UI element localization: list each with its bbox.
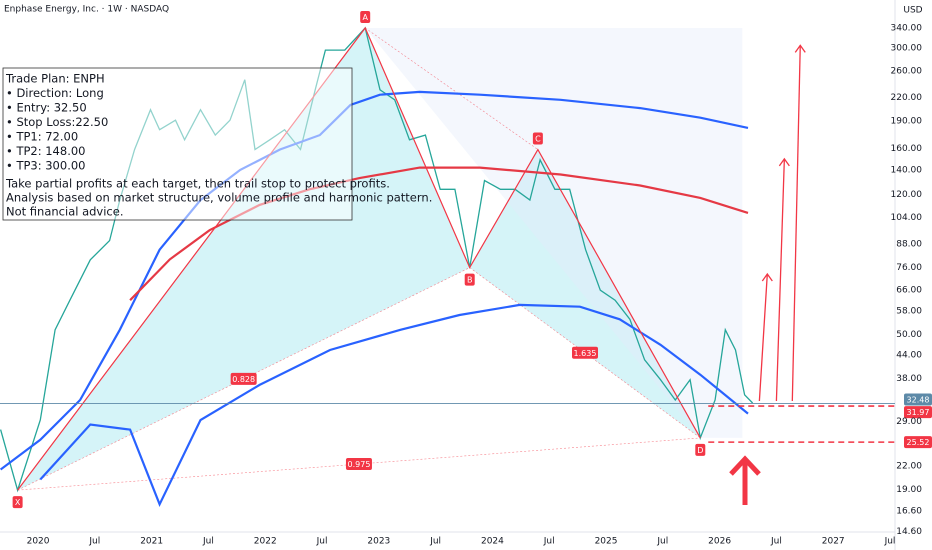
trade-plan-line: • TP2: 148.00: [6, 144, 85, 158]
entry-arrow: [729, 455, 761, 505]
x-tick-label: Jul: [202, 537, 214, 547]
currency: USD: [903, 6, 922, 16]
pattern-badge: [360, 10, 371, 23]
chart-title: Enphase Energy, Inc. · 1W · NASDAQ: [4, 5, 169, 15]
ratio-label: 0.975: [348, 460, 371, 469]
x-tick-label: 2023: [367, 537, 390, 547]
x-tick-label: Jul: [656, 537, 668, 547]
price-badge: [904, 436, 932, 449]
moving-average: [39, 303, 749, 508]
arrow-head: [794, 44, 806, 53]
y-tick-label: 38.00: [896, 374, 922, 384]
y-tick-label: 58.00: [896, 306, 922, 316]
ratio-label: 0.828: [232, 375, 255, 384]
x-tick-label: 2025: [595, 537, 618, 547]
x-tick-label: Jul: [543, 537, 555, 547]
x-tick-label: 2026: [708, 537, 731, 547]
arrow-head: [761, 272, 773, 282]
pattern-label: C: [535, 135, 541, 144]
trade-plan-line: • Stop Loss:22.50: [6, 115, 108, 129]
y-tick-label: 19.00: [896, 485, 922, 495]
price-badge: [904, 393, 932, 406]
y-tick-label: 66.00: [896, 286, 922, 296]
ratio-badge: [572, 346, 599, 359]
x-tick-label: Jul: [429, 537, 441, 547]
y-tick-label: 340.00: [891, 23, 923, 33]
pattern-label: B: [467, 276, 473, 285]
y-tick-label: 190.00: [891, 117, 923, 127]
pattern-badge: [532, 132, 543, 145]
trade-plan-note: Take partial profits at each target, the…: [5, 177, 390, 191]
pattern-badge: [695, 443, 706, 456]
y-tick-label: 104.00: [891, 213, 923, 223]
y-tick-label: 14.60: [896, 527, 922, 537]
x-tick-label: 2027: [822, 537, 845, 547]
y-tick-label: 88.00: [896, 240, 922, 250]
y-tick-label: 44.00: [896, 351, 922, 361]
y-tick-label: 120.00: [891, 190, 923, 200]
trade-plan-line: Trade Plan: ENPH: [5, 72, 105, 86]
trade-plan-line: • TP3: 300.00: [6, 159, 85, 173]
trade-plan-note: Not financial advice.: [6, 205, 124, 219]
target-arrow: [791, 45, 801, 402]
y-tick-label: 140.00: [891, 165, 923, 175]
target-arrow: [758, 273, 768, 402]
pattern-badge: [12, 496, 23, 509]
x-tick-label: Jul: [770, 537, 782, 547]
range-fill: [365, 27, 743, 438]
pattern-badge: [464, 273, 475, 286]
price-badge-label: 25.52: [907, 438, 930, 447]
target-arrow: [775, 158, 786, 402]
y-tick-label: 300.00: [891, 43, 923, 53]
trade-plan-line: • Entry: 32.50: [6, 101, 87, 115]
y-tick-label: 260.00: [891, 66, 923, 76]
price-badge: [904, 406, 932, 419]
pattern-fill: [17, 27, 470, 491]
x-tick-label: Jul: [884, 537, 896, 547]
x-tick-label: 2024: [481, 537, 504, 547]
pattern-label: D: [697, 446, 703, 455]
trade-plan-note: Analysis based on market structure, volu…: [6, 191, 432, 205]
price-badge-label: 31.97: [907, 408, 930, 417]
y-tick-label: 29.00: [896, 417, 922, 427]
pattern-ratio-line: [365, 27, 539, 150]
y-tick-label: 160.00: [891, 144, 923, 154]
pattern-fill: [469, 149, 701, 438]
pattern-label: X: [15, 498, 21, 507]
price-badge-label: 32.48: [907, 396, 930, 405]
x-tick-label: 2022: [254, 537, 277, 547]
y-tick-label: 50.00: [896, 330, 922, 340]
y-tick-label: 76.00: [896, 263, 922, 273]
x-tick-label: 2021: [140, 537, 163, 547]
ratio-badge: [230, 372, 257, 385]
x-tick-label: Jul: [316, 537, 328, 547]
y-tick-label: 16.60: [896, 506, 922, 516]
trade-plan-box: [2, 67, 353, 221]
y-tick-label: 22.00: [896, 461, 922, 471]
arrow-head: [778, 157, 790, 167]
x-tick-label: Jul: [88, 537, 100, 547]
pattern-label: A: [362, 13, 368, 22]
trade-plan-line: • Direction: Long: [6, 86, 104, 100]
x-tick-label: 2020: [27, 537, 50, 547]
y-tick-label: 220.00: [891, 93, 923, 103]
ratio-label: 1.635: [574, 349, 597, 358]
moving-average: [129, 166, 749, 301]
trade-plan-line: • TP1: 72.00: [6, 130, 78, 144]
ratio-badge: [345, 458, 372, 471]
